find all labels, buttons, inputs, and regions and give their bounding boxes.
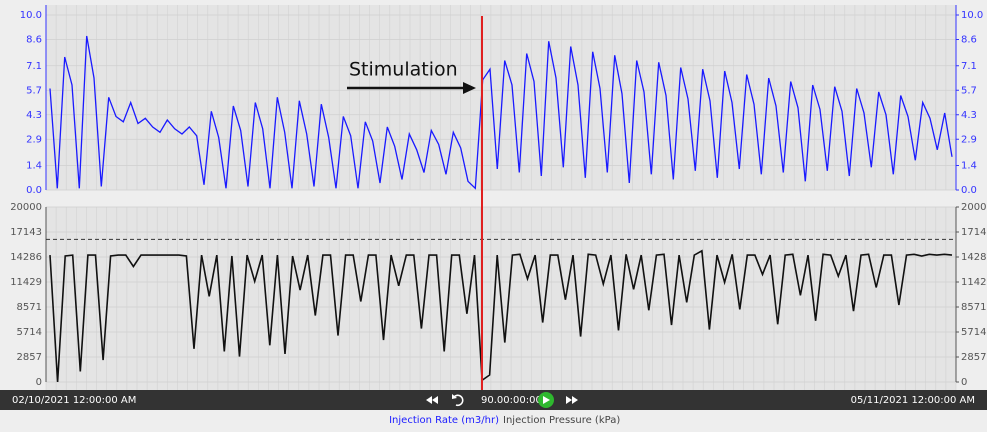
reset-arrow	[452, 394, 457, 399]
y-tick-label: 5714	[17, 327, 42, 338]
y2-tick-label: 5714	[961, 327, 986, 338]
y-tick-label: 8571	[17, 302, 42, 313]
end-date: 05/11/2021 12:00:00 AM	[851, 395, 975, 406]
y-tick-label: 7.1	[26, 61, 42, 72]
legend-entry[interactable]: Injection Rate (m3/hr)	[389, 415, 499, 426]
y2-tick-label: 7.1	[961, 61, 977, 72]
y2-tick-label: 0.0	[961, 185, 977, 196]
y2-tick-label: 8571	[961, 302, 986, 313]
arrow-head	[463, 82, 476, 94]
legend-entry[interactable]: Injection Pressure (kPa)	[503, 415, 620, 426]
y2-tick-label: 14286	[961, 252, 987, 263]
y-tick-label: 2857	[17, 352, 42, 363]
y2-tick-label: 0	[961, 377, 967, 388]
charts: 0.0 1.4 2.9 4.3 5.7 7.1 8.6 10.0 0.0 1.4 2.9 4.3 5.7…	[10, 5, 987, 390]
legend-bar	[0, 410, 987, 428]
y2-tick-label: 8.6	[961, 35, 977, 46]
y2-tick-label: 10.0	[961, 10, 983, 21]
y-tick-label: 5.7	[26, 85, 42, 96]
start-date: 02/10/2021 12:00:00 AM	[12, 395, 136, 406]
y-tick-label: 4.3	[26, 110, 42, 121]
y2-tick-label: 2.9	[961, 134, 977, 145]
y-tick-label: 20000	[10, 202, 42, 213]
series-line	[49, 249, 953, 383]
y2-tick-label: 1.4	[961, 161, 977, 172]
reset-button[interactable]	[453, 394, 464, 407]
y-tick-label: 11429	[10, 277, 42, 288]
play-icon	[543, 396, 550, 404]
y-tick-label: 0.0	[26, 185, 42, 196]
y-tick-label: 14286	[10, 252, 42, 263]
y2-tick-label: 4.3	[961, 110, 977, 121]
y-tick-label: 0	[36, 377, 42, 388]
y2-tick-label: 20000	[961, 202, 987, 213]
rewind-button[interactable]	[426, 396, 438, 404]
annotation: Stimulation	[349, 59, 458, 81]
duration: 90.00:00:00	[481, 395, 542, 406]
y-tick-label: 2.9	[26, 134, 42, 145]
y-tick-label: 1.4	[26, 161, 42, 172]
forward-button[interactable]	[566, 396, 578, 404]
y2-tick-label: 11429	[961, 277, 987, 288]
y2-tick-label: 17143	[961, 227, 987, 238]
y2-tick-label: 5.7	[961, 85, 977, 96]
y-tick-label: 8.6	[26, 35, 42, 46]
toolbar	[0, 390, 987, 410]
y-tick-label: 17143	[10, 227, 42, 238]
series-line	[49, 35, 953, 190]
y-tick-label: 10.0	[20, 10, 42, 21]
y2-tick-label: 2857	[961, 352, 986, 363]
